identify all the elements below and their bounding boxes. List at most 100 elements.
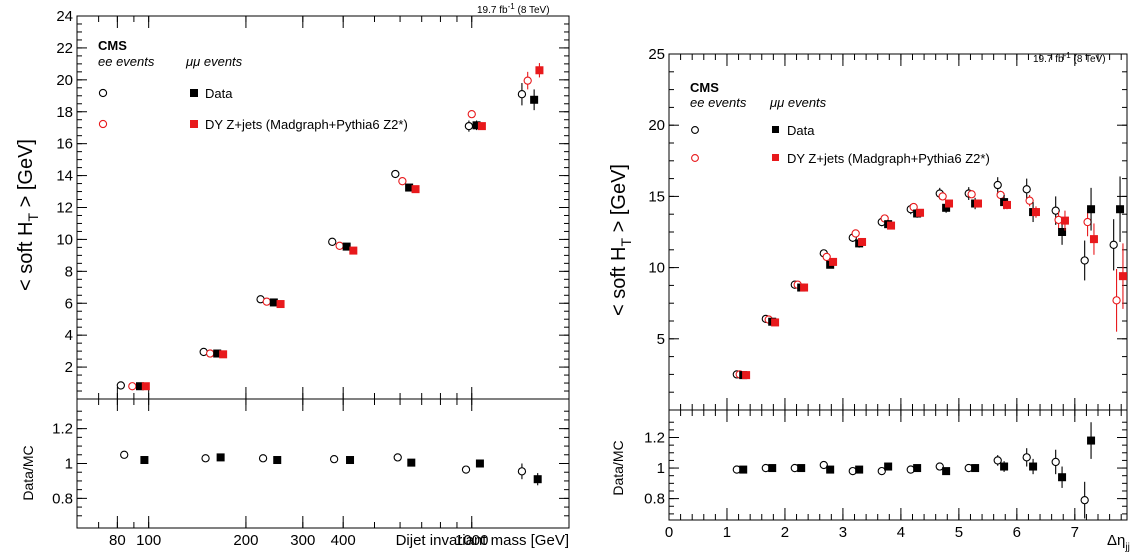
- left-chart: 19.7 fb-1 (8 TeV) CMS ee events μμ event…: [15, 2, 570, 549]
- left-mumu-label: μμ events: [185, 54, 243, 69]
- point-marker: [771, 318, 780, 327]
- legend-ee-data-marker: [98, 88, 108, 98]
- ratio-point: [1022, 448, 1031, 467]
- data-point: [116, 381, 125, 390]
- point-marker: [1025, 196, 1034, 205]
- legend-mumu-data-marker: [190, 89, 198, 97]
- left-y-axis-title: < soft HT > [GeV]: [15, 139, 41, 291]
- point-marker: [328, 237, 337, 246]
- data-point: [276, 300, 285, 309]
- point-marker: [530, 95, 539, 104]
- data-points: [116, 63, 544, 391]
- main-plot-frame: [76, 15, 570, 400]
- legend-mc-label: DY Z+jets (Madgraph+Pythia6 Z2*): [205, 117, 408, 132]
- point-marker: [742, 371, 751, 380]
- data-point: [996, 190, 1005, 200]
- data-point: [1118, 243, 1127, 309]
- data-point: [530, 89, 539, 111]
- ratio-point: [1058, 466, 1067, 488]
- data-point: [822, 252, 831, 262]
- point-marker: [535, 66, 544, 75]
- y-tick-label: 12: [56, 200, 73, 217]
- point-marker: [201, 454, 210, 463]
- point-marker: [938, 192, 947, 201]
- point-marker: [273, 456, 282, 465]
- point-marker: [461, 465, 471, 474]
- point-marker: [993, 456, 1002, 465]
- data-point: [262, 297, 271, 306]
- ratio-point: [797, 464, 806, 473]
- ratio-point: [913, 464, 922, 473]
- point-marker: [517, 90, 527, 99]
- point-marker: [517, 467, 527, 476]
- y-tick-label: 15: [648, 188, 665, 205]
- point-marker: [1080, 256, 1089, 265]
- y-tick-label: 10: [648, 260, 665, 277]
- point-marker: [216, 453, 225, 462]
- right-legend: Data DY Z+jets (Madgraph+Pythia6 Z2*): [691, 123, 990, 166]
- point-marker: [120, 450, 129, 459]
- point-marker: [407, 458, 416, 467]
- ratio-point: [393, 453, 402, 462]
- point-marker: [393, 453, 402, 462]
- ratio-point: [935, 462, 944, 471]
- ratio-point: [475, 459, 484, 468]
- legend-data-label: Data: [205, 86, 233, 101]
- point-marker: [1109, 240, 1118, 249]
- data-point: [1002, 200, 1011, 210]
- right-lumi-label: 19.7 fb-1 (8 TeV): [1033, 51, 1106, 65]
- point-marker: [1087, 205, 1096, 214]
- ratio-plot-frame: [76, 398, 570, 529]
- data-point: [1060, 210, 1069, 231]
- y-tick-label: 16: [56, 136, 73, 153]
- ratio-point: [1029, 458, 1038, 475]
- point-marker: [1083, 217, 1092, 227]
- right-ee-label: ee events: [690, 95, 747, 110]
- point-marker: [1051, 457, 1060, 467]
- point-marker: [858, 237, 867, 246]
- data-point: [477, 122, 486, 131]
- data-point: [1087, 187, 1096, 231]
- left-ee-label: ee events: [98, 54, 155, 69]
- data-point: [1083, 207, 1092, 237]
- point-marker: [1089, 235, 1098, 244]
- data-point: [1054, 211, 1063, 229]
- data-point: [128, 382, 137, 391]
- point-marker: [851, 229, 860, 238]
- data-points: [732, 176, 1127, 380]
- legend-mc-label: DY Z+jets (Madgraph+Pythia6 Z2*): [787, 151, 990, 166]
- y-tick-label: 8: [65, 263, 73, 280]
- y-tick-label: 20: [56, 72, 73, 89]
- y-tick-label: 18: [56, 104, 73, 121]
- x-tick-label: 4: [897, 524, 905, 541]
- data-point: [771, 318, 780, 327]
- data-point: [398, 177, 407, 186]
- x-tick-label: 300: [290, 532, 315, 549]
- point-marker: [877, 466, 886, 476]
- data-point: [1089, 223, 1098, 255]
- left-legend: Data DY Z+jets (Madgraph+Pythia6 Z2*): [98, 86, 408, 132]
- point-marker: [329, 454, 339, 464]
- x-tick-label: 5: [955, 524, 963, 541]
- ratio-y-tick-label: 1: [65, 456, 73, 473]
- point-marker: [405, 183, 414, 192]
- data-point: [523, 71, 532, 90]
- data-point: [945, 199, 954, 208]
- ratio-point: [1051, 449, 1060, 475]
- point-marker: [996, 190, 1005, 200]
- legend-data-label: Data: [787, 123, 815, 138]
- data-point: [391, 169, 400, 179]
- legend-mumu-data-marker: [772, 126, 779, 133]
- ratio-point: [819, 460, 828, 470]
- data-point: [858, 237, 867, 246]
- point-marker: [1112, 296, 1121, 305]
- point-marker: [391, 169, 400, 179]
- ratio-point: [533, 473, 542, 486]
- ratio-point: [216, 453, 225, 462]
- ratio-point: [993, 455, 1002, 466]
- data-point: [916, 208, 925, 217]
- data-point: [411, 185, 420, 194]
- point-marker: [913, 464, 922, 473]
- ratio-point: [826, 465, 835, 474]
